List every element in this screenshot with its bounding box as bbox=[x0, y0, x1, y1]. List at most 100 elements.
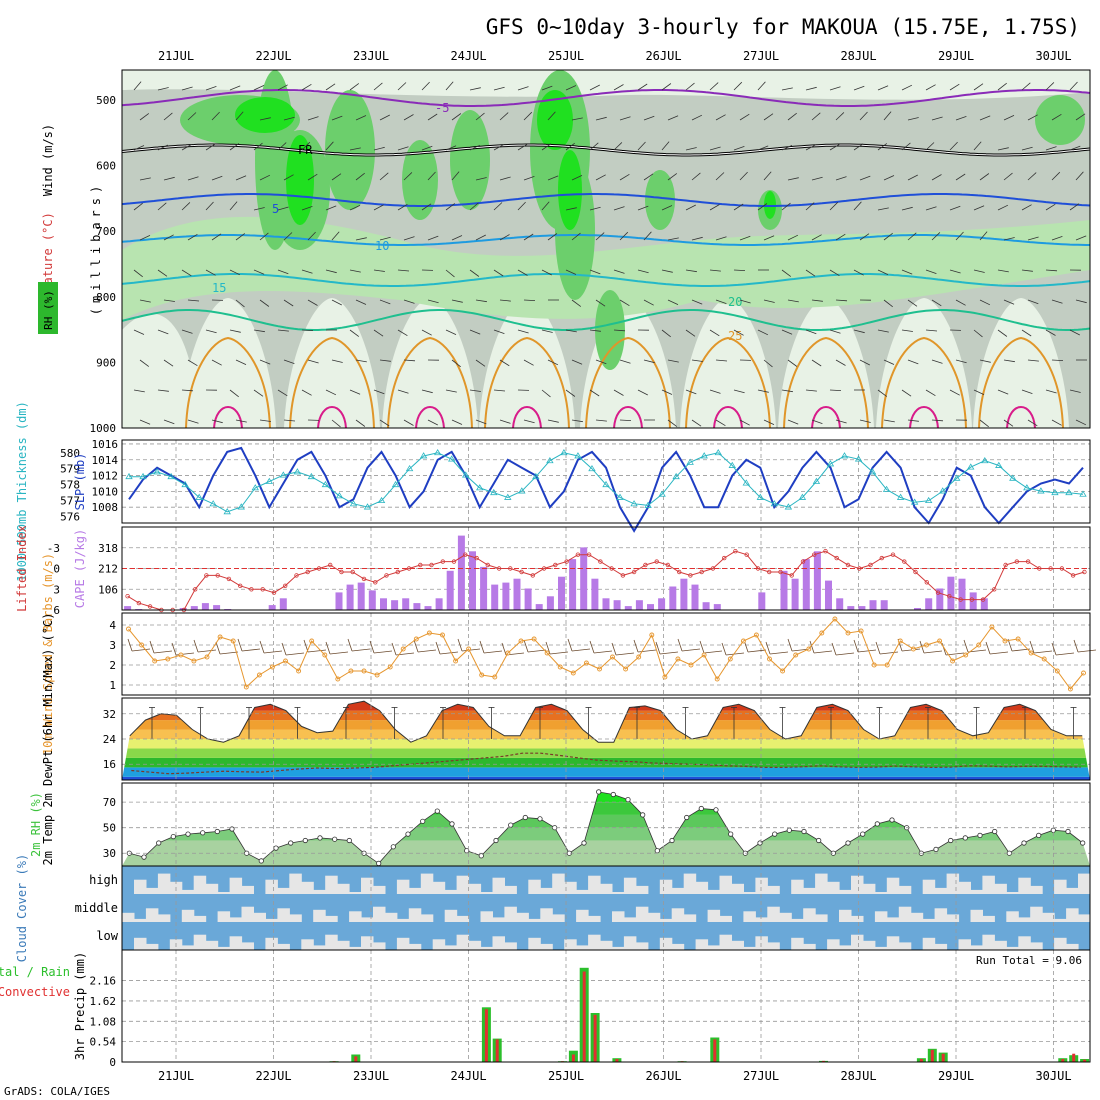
wind-barb bbox=[421, 203, 432, 211]
thickness-point bbox=[840, 452, 849, 459]
rh-point bbox=[1036, 832, 1042, 839]
cloud-gap bbox=[671, 908, 685, 922]
slp-line bbox=[128, 446, 1084, 533]
wind-barb bbox=[567, 638, 573, 652]
thickness-ylabel: 1000-500mb Thickness (dm) bbox=[15, 401, 29, 582]
thickness-line bbox=[129, 452, 1084, 513]
wind-barb bbox=[571, 648, 591, 652]
rh-point bbox=[860, 831, 866, 837]
rh-pale-lobe bbox=[876, 298, 972, 428]
wind-barb bbox=[1051, 236, 1063, 241]
lifted-point bbox=[598, 559, 603, 564]
wind-barb bbox=[805, 144, 816, 151]
wind-barb bbox=[703, 650, 723, 654]
cloud-gap bbox=[874, 911, 888, 922]
wind-barb bbox=[637, 141, 646, 151]
cloud-gap bbox=[241, 906, 254, 922]
upper-ytick: 700 bbox=[96, 225, 116, 238]
wind-barb bbox=[1075, 113, 1086, 121]
cloud-gap bbox=[444, 909, 458, 922]
wind-barb bbox=[547, 419, 559, 423]
wind-barb bbox=[715, 419, 726, 427]
wind-barb bbox=[565, 389, 576, 397]
cloud-gap bbox=[540, 887, 553, 894]
cloud-gap bbox=[851, 915, 864, 922]
wind-barb bbox=[1003, 115, 1015, 121]
cloud-gap bbox=[1018, 936, 1031, 950]
cloud-gap bbox=[349, 892, 362, 894]
wind-barb bbox=[979, 299, 991, 306]
cape-bar bbox=[335, 592, 343, 610]
precip-ytick: 1.62 bbox=[90, 995, 117, 1008]
cloud-gap bbox=[934, 943, 948, 950]
wind-barb bbox=[349, 83, 360, 91]
wind-barb bbox=[355, 419, 366, 427]
wind-barb bbox=[667, 299, 679, 305]
cloud-gap bbox=[1054, 937, 1067, 950]
cape-bar bbox=[791, 578, 799, 610]
wind-barb bbox=[427, 299, 439, 304]
rh-point bbox=[156, 840, 162, 846]
lifted-point bbox=[373, 580, 378, 585]
wind-barb bbox=[973, 269, 985, 273]
wind-barb bbox=[445, 269, 455, 278]
wind-barb bbox=[715, 114, 726, 121]
wind-barb bbox=[133, 202, 143, 211]
cloud-gap bbox=[122, 912, 135, 922]
wind-barb bbox=[763, 113, 774, 121]
precip-ytick: 1.08 bbox=[90, 1015, 117, 1028]
cape-bar bbox=[936, 588, 944, 610]
cape-bar bbox=[669, 586, 677, 610]
wind-barb bbox=[715, 172, 725, 181]
wind-barb bbox=[163, 359, 174, 367]
wind-barb bbox=[643, 115, 655, 121]
wind-barb bbox=[523, 299, 536, 301]
lifted-point bbox=[688, 573, 693, 578]
rh-point bbox=[170, 833, 176, 840]
wind-barb bbox=[763, 359, 773, 368]
thickness-point bbox=[405, 464, 414, 472]
wind-barb bbox=[523, 176, 535, 181]
lifted-point bbox=[992, 587, 997, 592]
wind-barb bbox=[1051, 419, 1062, 426]
wind-barb bbox=[1003, 419, 1014, 427]
wind-barb bbox=[237, 638, 243, 652]
cape-bar bbox=[880, 600, 888, 610]
wind-barb bbox=[499, 234, 510, 241]
wind-barb bbox=[811, 176, 823, 181]
isotherm-line bbox=[978, 336, 1064, 429]
wind-barb bbox=[955, 116, 967, 121]
wind-barb bbox=[181, 389, 194, 392]
wind-barb bbox=[805, 86, 817, 91]
cape-bar bbox=[480, 566, 488, 610]
rh-point bbox=[684, 814, 690, 821]
lifted-point bbox=[361, 576, 367, 582]
wind-barb bbox=[709, 204, 720, 211]
wind-barb bbox=[421, 389, 433, 394]
wind-barb bbox=[699, 640, 705, 654]
cloud-gap bbox=[635, 942, 649, 950]
precip-run-total: Run Total = 9.06 bbox=[976, 954, 1082, 967]
wind-barb bbox=[685, 204, 696, 211]
lifted-point bbox=[924, 580, 929, 585]
wind-barb bbox=[565, 329, 577, 333]
wind-barb bbox=[859, 233, 870, 241]
cape-bar bbox=[569, 559, 577, 610]
cloud-gap bbox=[886, 917, 900, 922]
cloud-gap bbox=[289, 873, 302, 894]
cloud-gap bbox=[337, 883, 350, 894]
rh-point bbox=[933, 846, 939, 853]
precip-conv-bar bbox=[571, 1054, 575, 1062]
wind-barb bbox=[1075, 235, 1087, 241]
wind-barb bbox=[475, 112, 485, 121]
thickness-point bbox=[882, 485, 891, 492]
wind-barb bbox=[763, 235, 775, 241]
wind-barb bbox=[157, 87, 169, 91]
cloud-gap bbox=[193, 875, 207, 894]
precip-conv-bar bbox=[1083, 1059, 1087, 1062]
lifted-point bbox=[834, 555, 839, 561]
cloud-gap bbox=[743, 911, 756, 922]
cloud-gap bbox=[552, 914, 565, 922]
precip-conv-bar bbox=[822, 1060, 825, 1062]
rh-point bbox=[478, 853, 484, 859]
